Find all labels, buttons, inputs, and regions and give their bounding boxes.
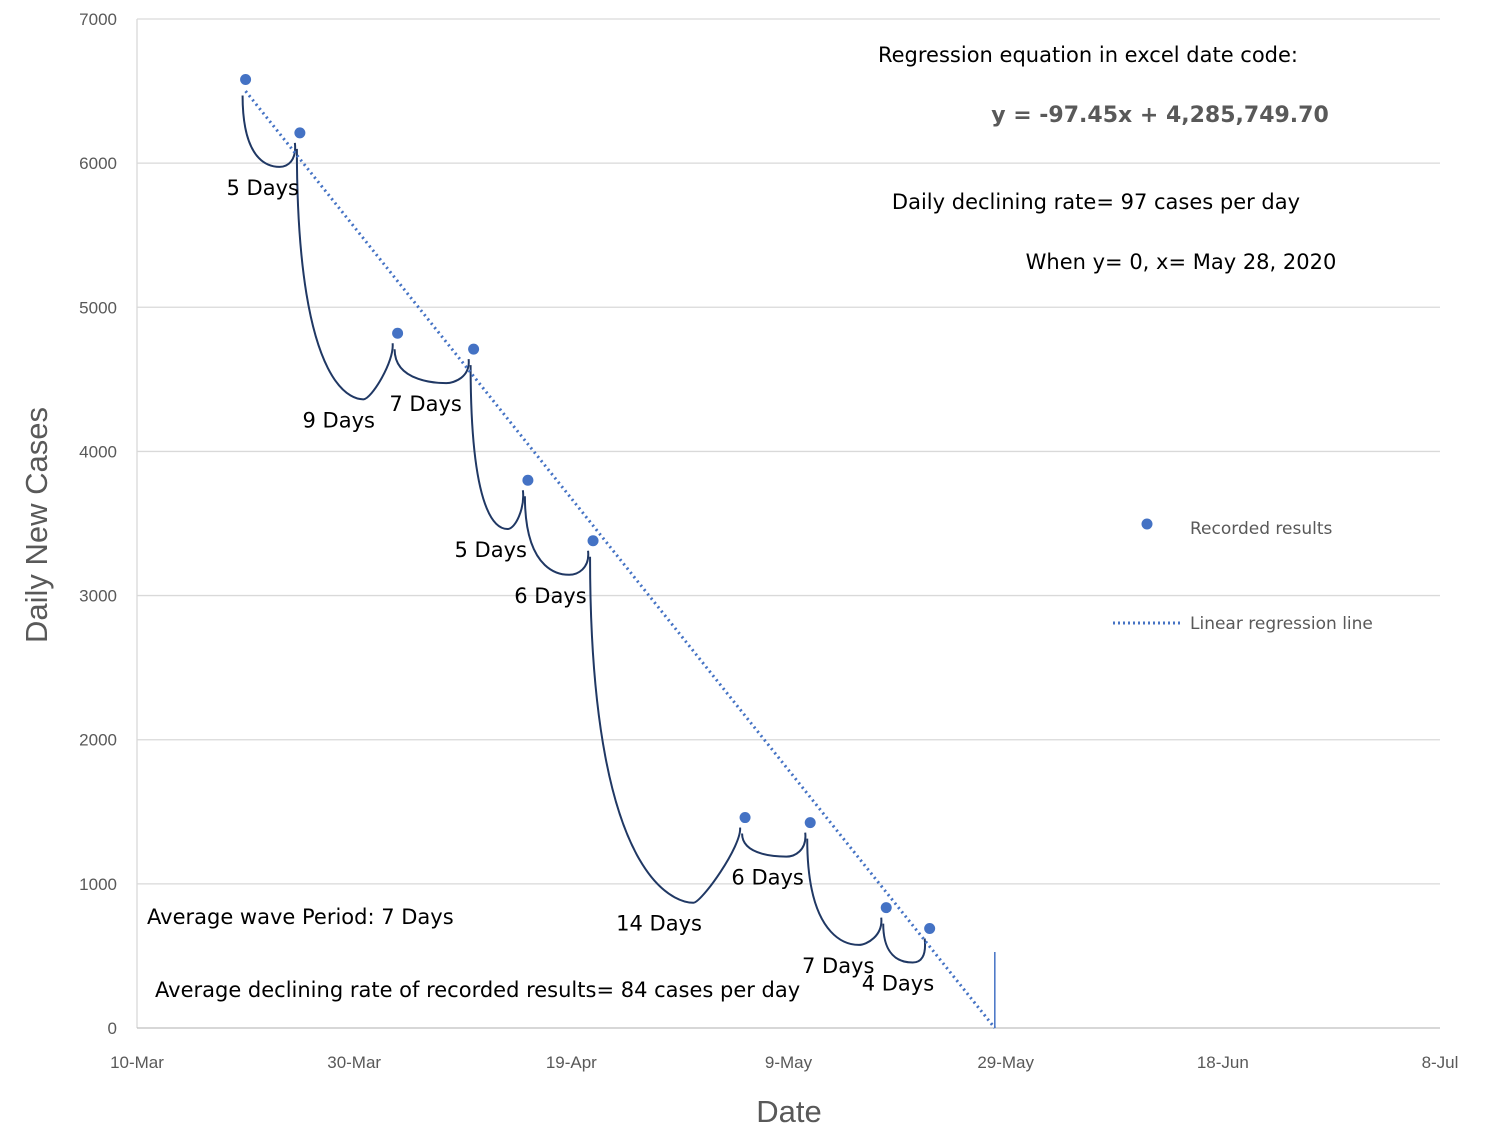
y-tick-label: 4000 bbox=[79, 442, 117, 461]
data-point bbox=[880, 902, 892, 914]
y-tick-label: 2000 bbox=[79, 731, 117, 750]
average-declining-rate: Average declining rate of recorded resul… bbox=[155, 978, 800, 1002]
x-tick-label: 8-Jul bbox=[1422, 1053, 1459, 1072]
wave-label: 6 Days bbox=[731, 866, 803, 890]
regression-line bbox=[244, 90, 996, 1029]
wave-curve bbox=[882, 923, 927, 964]
wave-curve bbox=[523, 496, 590, 576]
wave-label: 14 Days bbox=[616, 912, 702, 936]
y-tick-label: 7000 bbox=[79, 10, 117, 29]
y-tick-label: 1000 bbox=[79, 875, 117, 894]
wave-curve bbox=[393, 349, 470, 385]
wave-label: 7 Days bbox=[802, 954, 874, 978]
gridlines bbox=[137, 18, 1440, 885]
x-tick-label: 30-Mar bbox=[327, 1053, 381, 1072]
legend: Recorded results Linear regression line bbox=[1113, 518, 1373, 634]
wave-curve bbox=[295, 148, 394, 401]
wave-curves bbox=[241, 95, 927, 964]
data-point bbox=[924, 923, 936, 935]
wave-curve bbox=[241, 95, 297, 168]
axes bbox=[136, 19, 1440, 1029]
y-tick-label: 0 bbox=[108, 1019, 117, 1038]
data-point bbox=[522, 474, 534, 486]
x-tick-label: 10-Mar bbox=[110, 1053, 164, 1072]
legend-label-regression: Linear regression line bbox=[1190, 614, 1373, 634]
regression-line-path bbox=[244, 90, 996, 1029]
y-tick-label: 6000 bbox=[79, 154, 117, 173]
x-tick-label: 18-Jun bbox=[1197, 1053, 1249, 1072]
zero-crossing-date: When y= 0, x= May 28, 2020 bbox=[1026, 250, 1337, 274]
wave-curve bbox=[469, 365, 525, 531]
wave-label: 7 Days bbox=[389, 392, 461, 416]
data-point bbox=[240, 74, 252, 86]
x-tick-labels: 10-Mar 30-Mar 19-Apr 9-May 29-May 18-Jun 8-Jul bbox=[110, 1053, 1458, 1072]
y-tick-label: 5000 bbox=[79, 298, 117, 317]
wave-curve bbox=[589, 556, 742, 904]
data-point bbox=[392, 327, 404, 339]
data-point bbox=[468, 343, 480, 355]
x-axis-title: Date bbox=[756, 1094, 821, 1128]
wave-label: 5 Days bbox=[455, 538, 527, 562]
daily-declining-rate: Daily declining rate= 97 cases per day bbox=[892, 190, 1300, 214]
x-tick-label: 9-May bbox=[765, 1053, 813, 1072]
x-tick-label: 29-May bbox=[977, 1053, 1034, 1072]
y-tick-labels: 0 1000 2000 3000 4000 5000 6000 7000 bbox=[79, 10, 117, 1038]
wave-curve bbox=[741, 832, 807, 858]
data-point bbox=[587, 535, 599, 547]
average-wave-period: Average wave Period: 7 Days bbox=[147, 905, 454, 929]
y-axis-title: Daily New Cases bbox=[19, 407, 54, 643]
equation-title: Regression equation in excel date code: bbox=[878, 43, 1298, 67]
wave-label: 9 Days bbox=[303, 408, 375, 432]
legend-marker-recorded bbox=[1141, 518, 1153, 530]
regression-equation: y = -97.45x + 4,285,749.70 bbox=[991, 103, 1329, 128]
wave-labels: 5 Days 9 Days 7 Days 5 Days 6 Days 14 Days 6 D… bbox=[227, 176, 935, 996]
wave-curve bbox=[806, 838, 883, 946]
wave-label: 4 Days bbox=[862, 972, 934, 996]
x-tick-label: 19-Apr bbox=[546, 1053, 597, 1072]
wave-label: 6 Days bbox=[514, 584, 586, 608]
data-point bbox=[804, 817, 816, 829]
legend-label-recorded: Recorded results bbox=[1190, 519, 1332, 539]
data-point bbox=[294, 127, 306, 139]
y-tick-label: 3000 bbox=[79, 587, 117, 606]
data-points bbox=[240, 74, 936, 935]
wave-label: 5 Days bbox=[227, 176, 299, 200]
data-point bbox=[739, 812, 751, 824]
